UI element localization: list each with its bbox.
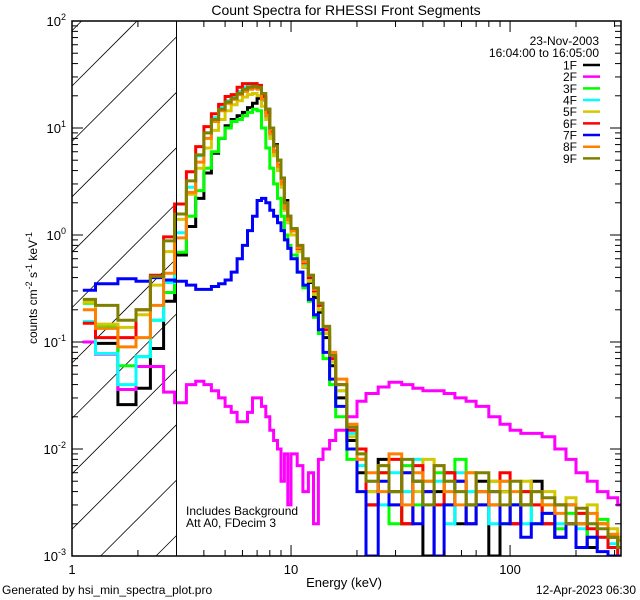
chart-title: Count Spectra for RHESSI Front Segments <box>211 2 480 18</box>
legend-item-8F: 8F <box>563 140 600 154</box>
annotation-attenuator: Att A0, FDecim 3 <box>186 516 276 530</box>
axis-ticks <box>71 20 621 557</box>
legend-item-1F: 1F <box>563 59 600 73</box>
legend-item-3F: 3F <box>563 82 600 96</box>
legend-item-4F: 4F <box>563 94 600 108</box>
legend-item-5F: 5F <box>563 105 600 119</box>
date-label: 23-Nov-2003 <box>530 34 600 48</box>
x-tick-label: 10 <box>284 562 298 577</box>
y-tick-label: 102 <box>47 12 66 29</box>
hatch-line <box>71 424 177 530</box>
legend-label: 5F <box>563 105 577 119</box>
generated-by-label: Generated by hsi_min_spectra_plot.pro <box>2 583 212 597</box>
timestamp-label: 12-Apr-2023 06:30 <box>536 583 636 597</box>
plot-frame <box>71 20 622 557</box>
legend-label: 9F <box>563 152 577 166</box>
legend-label: 7F <box>563 129 577 143</box>
legend-label: 8F <box>563 140 577 154</box>
series-9F <box>82 84 621 549</box>
x-tick-label: 100 <box>499 562 521 577</box>
excluded-energy-hatch <box>71 20 177 557</box>
y-tick-label: 100 <box>47 226 66 243</box>
series-1F <box>82 96 621 556</box>
hatch-line <box>71 202 177 308</box>
x-tick-label: 1 <box>68 562 75 577</box>
legend-label: 4F <box>563 94 577 108</box>
legend-label: 1F <box>563 59 577 73</box>
legend-label: 6F <box>563 117 577 131</box>
hatch-line <box>71 369 177 475</box>
y-tick-label: 10-1 <box>44 333 66 350</box>
hatch-line <box>71 92 177 198</box>
legend-item-9F: 9F <box>563 152 600 166</box>
x-tick-labels: 1 10 100 <box>68 562 521 577</box>
x-axis-label: Energy (keV) <box>306 575 382 590</box>
hatch-line <box>71 147 177 253</box>
hatch-line <box>71 36 177 142</box>
legend-item-2F: 2F <box>563 70 600 84</box>
time-range-label: 16:04:00 to 16:05:00 <box>489 46 599 60</box>
legend-item-7F: 7F <box>563 129 600 143</box>
y-tick-label: 10-3 <box>44 547 66 564</box>
series-2F <box>82 340 621 526</box>
y-tick-labels: 10-3 10-2 10-1 100 101 102 <box>44 12 66 564</box>
series-group <box>82 82 621 556</box>
y-tick-label: 10-2 <box>44 440 66 457</box>
series-7F <box>82 196 621 556</box>
legend-label: 3F <box>563 82 577 96</box>
y-tick-label: 101 <box>47 119 66 136</box>
hatch-line <box>71 20 138 87</box>
hatch-line <box>155 535 177 557</box>
legend-item-6F: 6F <box>563 117 600 131</box>
annotation-background: Includes Background <box>186 504 298 518</box>
hatch-line <box>100 479 177 557</box>
legend-label: 2F <box>563 70 577 84</box>
y-axis-label: counts cm-2 s-1 keV-1 <box>24 232 40 344</box>
series-4F <box>82 82 621 556</box>
